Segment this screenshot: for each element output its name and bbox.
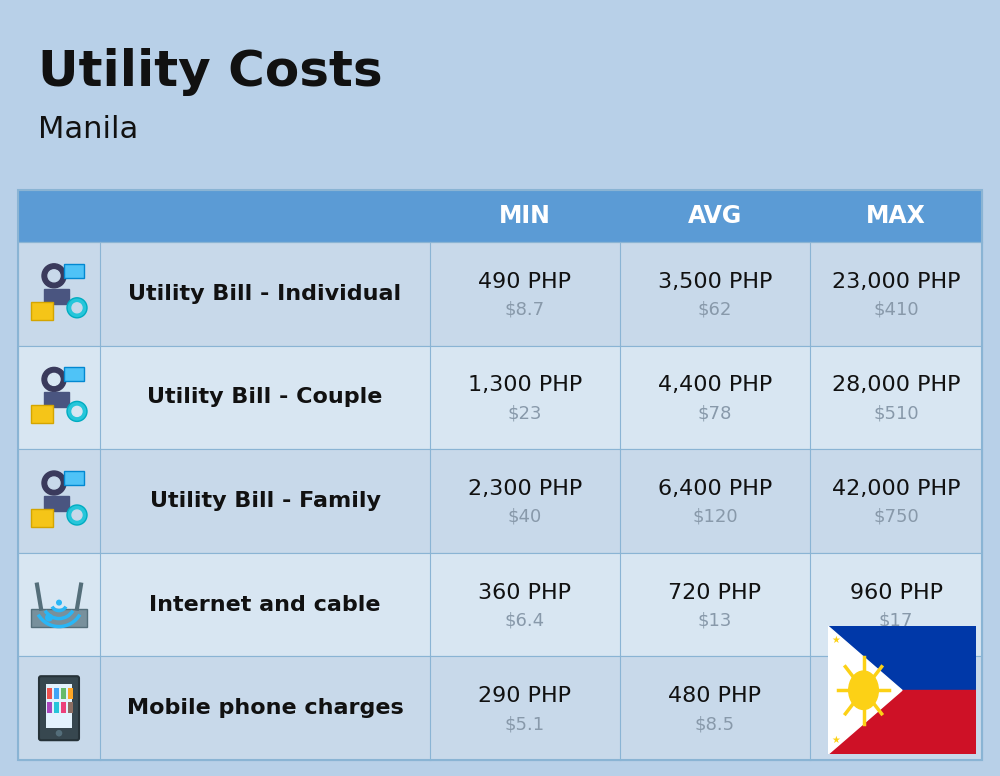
Polygon shape (828, 626, 976, 691)
Text: 480 PHP: 480 PHP (668, 686, 762, 706)
Text: $410: $410 (873, 301, 919, 319)
Bar (61, 688, 66, 699)
Circle shape (48, 270, 60, 282)
Text: $62: $62 (698, 301, 732, 319)
Bar (18, 190, 982, 242)
Text: 490 PHP: 490 PHP (479, 272, 572, 292)
Circle shape (72, 510, 82, 520)
Polygon shape (44, 496, 69, 511)
Circle shape (42, 471, 66, 495)
Text: Mobile phone charges: Mobile phone charges (127, 698, 403, 719)
Text: Utility Costs: Utility Costs (38, 48, 383, 96)
Circle shape (849, 671, 878, 709)
Polygon shape (828, 626, 902, 754)
Circle shape (42, 264, 66, 288)
Circle shape (55, 729, 63, 737)
Text: ★: ★ (831, 636, 840, 646)
Bar (29, 264, 89, 324)
Text: $17: $17 (879, 611, 913, 629)
Bar (64, 367, 84, 381)
Bar (64, 264, 84, 278)
Text: $40: $40 (508, 508, 542, 526)
Bar (18, 190, 982, 760)
FancyBboxPatch shape (39, 676, 79, 740)
Text: $8.5: $8.5 (695, 715, 735, 733)
Text: 23,000 PHP: 23,000 PHP (832, 272, 960, 292)
Text: 960 PHP: 960 PHP (850, 583, 942, 603)
Bar (18, 553, 982, 656)
Text: 1,300 PHP: 1,300 PHP (468, 376, 582, 396)
Text: ★: ★ (831, 735, 840, 745)
Text: 42,000 PHP: 42,000 PHP (832, 479, 960, 499)
Bar (46, 684, 72, 728)
Bar (64, 471, 84, 485)
Bar (29, 471, 89, 531)
Text: Utility Bill - Individual: Utility Bill - Individual (128, 284, 402, 303)
Text: 3,500 PHP: 3,500 PHP (658, 272, 772, 292)
Bar (31, 509, 53, 527)
Text: $8.7: $8.7 (505, 301, 545, 319)
Bar (18, 242, 982, 345)
Bar (31, 405, 53, 424)
Bar (47, 688, 52, 699)
Text: $13: $13 (698, 611, 732, 629)
Bar (47, 702, 52, 713)
Circle shape (67, 298, 87, 318)
Text: 720 PHP: 720 PHP (668, 583, 762, 603)
Text: $26: $26 (879, 715, 913, 733)
Bar (54, 688, 59, 699)
Circle shape (42, 367, 66, 391)
Text: 1,400 PHP: 1,400 PHP (839, 686, 953, 706)
Text: 2,300 PHP: 2,300 PHP (468, 479, 582, 499)
Text: $5.1: $5.1 (505, 715, 545, 733)
Text: Internet and cable: Internet and cable (149, 594, 381, 615)
Text: ★: ★ (868, 685, 877, 695)
Text: MIN: MIN (499, 204, 551, 228)
Bar (18, 345, 982, 449)
Circle shape (67, 401, 87, 421)
Circle shape (48, 373, 60, 386)
Circle shape (72, 407, 82, 417)
Text: 4,400 PHP: 4,400 PHP (658, 376, 772, 396)
Text: 6,400 PHP: 6,400 PHP (658, 479, 772, 499)
Polygon shape (828, 691, 976, 754)
Text: 360 PHP: 360 PHP (479, 583, 572, 603)
Text: Utility Bill - Couple: Utility Bill - Couple (147, 387, 383, 407)
Text: $750: $750 (873, 508, 919, 526)
Bar (68, 688, 73, 699)
Bar (18, 449, 982, 553)
Polygon shape (828, 626, 976, 754)
Circle shape (48, 477, 60, 489)
Text: 290 PHP: 290 PHP (479, 686, 572, 706)
Text: $6.4: $6.4 (505, 611, 545, 629)
Circle shape (67, 505, 87, 525)
Text: AVG: AVG (688, 204, 742, 228)
Bar (29, 367, 89, 428)
Bar (54, 702, 59, 713)
Bar (29, 678, 89, 738)
Circle shape (72, 303, 82, 313)
Polygon shape (44, 289, 69, 303)
Bar (29, 574, 89, 635)
Bar (31, 608, 87, 626)
Bar (18, 656, 982, 760)
Circle shape (56, 600, 62, 605)
Text: Manila: Manila (38, 115, 138, 144)
Text: Utility Bill - Family: Utility Bill - Family (150, 491, 380, 511)
Polygon shape (44, 393, 69, 407)
Text: $78: $78 (698, 404, 732, 422)
Text: $510: $510 (873, 404, 919, 422)
Text: $23: $23 (508, 404, 542, 422)
Bar (68, 702, 73, 713)
Bar (61, 702, 66, 713)
Circle shape (45, 614, 53, 622)
Text: $120: $120 (692, 508, 738, 526)
Bar (31, 302, 53, 320)
Text: MAX: MAX (866, 204, 926, 228)
Text: 28,000 PHP: 28,000 PHP (832, 376, 960, 396)
